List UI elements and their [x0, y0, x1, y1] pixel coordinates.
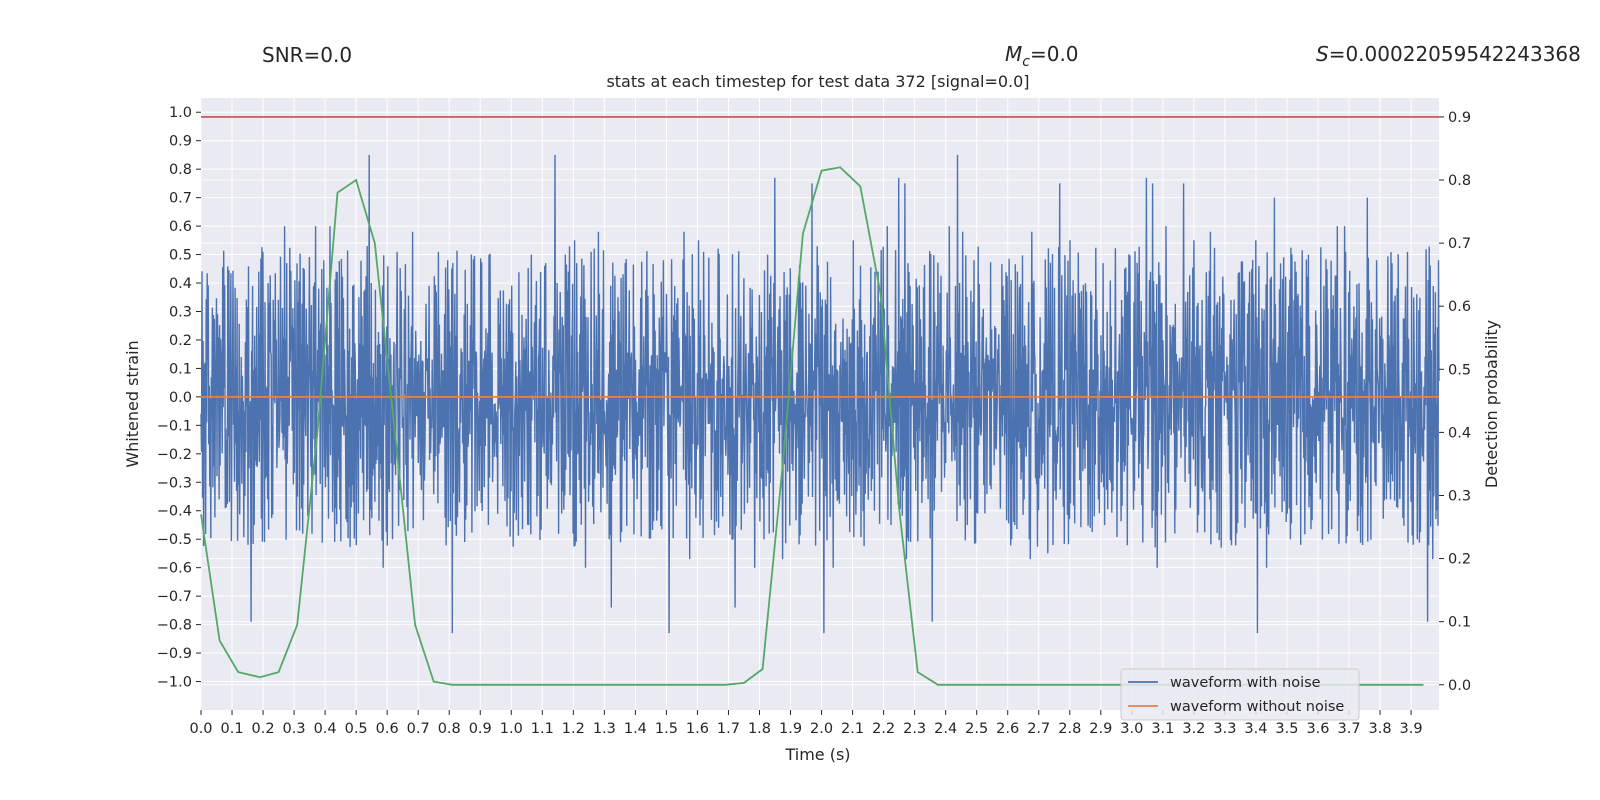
x-tick-label-34: 3.4 — [1244, 721, 1267, 737]
y-left-tick-label-5: −0.5 — [157, 532, 192, 548]
x-tick-label-5: 0.5 — [345, 721, 368, 737]
x-tick-label-24: 2.4 — [934, 721, 957, 737]
y-right-tick-label-8: 0.8 — [1448, 173, 1471, 189]
y-left-tick-label-15: 0.5 — [169, 248, 192, 264]
s-value: =0.00022059542243368 — [1329, 42, 1581, 66]
plot-area — [200, 98, 1440, 710]
x-tick-label-15: 1.5 — [655, 721, 678, 737]
y-right-tick-label-9: 0.9 — [1448, 110, 1471, 126]
x-tick-label-16: 1.6 — [686, 721, 709, 737]
x-tick-label-29: 2.9 — [1089, 721, 1112, 737]
y-left-tick-label-4: −0.6 — [157, 561, 192, 577]
x-tick-label-23: 2.3 — [903, 721, 926, 737]
y-left-tick-label-14: 0.4 — [169, 276, 192, 292]
x-tick-label-26: 2.6 — [996, 721, 1019, 737]
y-right-tick-label-4: 0.4 — [1448, 425, 1471, 441]
y-left-tick-label-11: 0.1 — [169, 361, 192, 377]
y-axis-left-ticks: −1.0 −0.9 −0.8 −0.7 −0.6 −0.5 −0.4 −0.3 −0.2 −0.1… — [157, 105, 201, 691]
y-right-tick-label-3: 0.3 — [1448, 488, 1471, 504]
x-tick-label-12: 1.2 — [562, 721, 585, 737]
x-tick-label-31: 3.1 — [1151, 721, 1174, 737]
y-right-tick-label-0: 0.0 — [1448, 678, 1471, 694]
chirp-mass-symbol: M — [1005, 42, 1022, 66]
x-tick-label-19: 1.9 — [779, 721, 802, 737]
chart-title: stats at each timestep for test data 372… — [606, 72, 1029, 91]
line-detection-probability — [200, 166, 1424, 686]
y-left-tick-label-13: 0.3 — [169, 304, 192, 320]
y-left-tick-label-20: 1.0 — [169, 105, 192, 121]
x-tick-label-32: 3.2 — [1182, 721, 1205, 737]
y-left-tick-label-9: −0.1 — [157, 418, 192, 434]
x-tick-label-39: 3.9 — [1400, 721, 1423, 737]
x-tick-label-8: 0.8 — [438, 721, 461, 737]
y-left-tick-label-12: 0.2 — [169, 333, 192, 349]
x-tick-label-27: 2.7 — [1027, 721, 1050, 737]
y-right-tick-label-6: 0.6 — [1448, 299, 1471, 315]
y-left-tick-label-19: 0.9 — [169, 134, 192, 150]
y-axis-right-label: Detection probability — [1482, 320, 1501, 488]
y-left-tick-label-1: −0.9 — [157, 646, 192, 662]
y-left-tick-label-16: 0.6 — [169, 219, 192, 235]
x-tick-label-33: 3.3 — [1213, 721, 1236, 737]
x-tick-label-3: 0.3 — [283, 721, 306, 737]
x-tick-label-2: 0.2 — [252, 721, 275, 737]
x-axis-label: Time (s) — [784, 745, 850, 764]
y-axis-right-ticks: 0.0 0.1 0.2 0.3 0.4 0.5 0.6 0.7 0.8 0.9 — [1439, 110, 1471, 694]
snr-annotation: SNR=0.0 — [262, 43, 352, 67]
y-right-tick-label-7: 0.7 — [1448, 236, 1471, 252]
x-tick-label-4: 0.4 — [314, 721, 337, 737]
y-left-tick-label-7: −0.3 — [157, 475, 192, 491]
y-left-tick-label-17: 0.7 — [169, 191, 192, 207]
x-tick-label-1: 0.1 — [220, 721, 243, 737]
x-tick-label-36: 3.6 — [1306, 721, 1329, 737]
y-axis-left-label: Whitened strain — [123, 340, 142, 467]
legend-label-clean: waveform without noise — [1170, 699, 1344, 715]
y-left-tick-label-2: −0.8 — [157, 618, 192, 634]
line-waveform-with-noise — [200, 154, 1440, 634]
x-tick-label-14: 1.4 — [624, 721, 647, 737]
x-tick-label-17: 1.7 — [717, 721, 740, 737]
s-symbol: S — [1316, 42, 1329, 66]
x-tick-label-9: 0.9 — [469, 721, 492, 737]
legend-frame — [1120, 668, 1360, 721]
x-tick-label-37: 3.7 — [1337, 721, 1360, 737]
y-left-tick-label-18: 0.8 — [169, 162, 192, 178]
y-right-tick-label-1: 0.1 — [1448, 615, 1471, 631]
chirp-mass-value: =0.0 — [1030, 42, 1079, 66]
x-tick-label-38: 3.8 — [1369, 721, 1392, 737]
x-tick-label-25: 2.5 — [965, 721, 988, 737]
x-tick-label-30: 3.0 — [1120, 721, 1143, 737]
legend-label-noise: waveform with noise — [1170, 675, 1321, 691]
y-left-tick-label-8: −0.2 — [157, 447, 192, 463]
chirp-mass-annotation: Mc=0.0 — [1005, 42, 1079, 70]
y-right-tick-label-5: 0.5 — [1448, 362, 1471, 378]
x-tick-label-18: 1.8 — [748, 721, 771, 737]
x-tick-label-21: 2.1 — [841, 721, 864, 737]
x-tick-label-28: 2.8 — [1058, 721, 1081, 737]
series-detection-probability — [200, 166, 1424, 686]
y-left-tick-label-10: 0.0 — [169, 390, 192, 406]
x-tick-label-22: 2.2 — [872, 721, 895, 737]
x-tick-label-6: 0.6 — [376, 721, 399, 737]
y-left-tick-label-3: −0.7 — [157, 589, 192, 605]
x-tick-label-20: 2.0 — [810, 721, 833, 737]
y-left-tick-label-0: −1.0 — [157, 675, 192, 691]
series-waveform-with-noise — [200, 154, 1440, 634]
s-annotation: S=0.00022059542243368 — [1316, 42, 1581, 66]
y-left-tick-label-6: −0.4 — [157, 504, 192, 520]
x-tick-label-10: 1.0 — [500, 721, 523, 737]
chirp-mass-subscript: c — [1022, 54, 1030, 70]
legend: waveform with noise waveform without noi… — [1120, 668, 1360, 721]
x-tick-label-11: 1.1 — [531, 721, 554, 737]
x-tick-label-0: 0.0 — [189, 721, 212, 737]
x-tick-label-35: 3.5 — [1275, 721, 1298, 737]
y-right-tick-label-2: 0.2 — [1448, 552, 1471, 568]
x-tick-label-13: 1.3 — [593, 721, 616, 737]
x-tick-label-7: 0.7 — [407, 721, 430, 737]
